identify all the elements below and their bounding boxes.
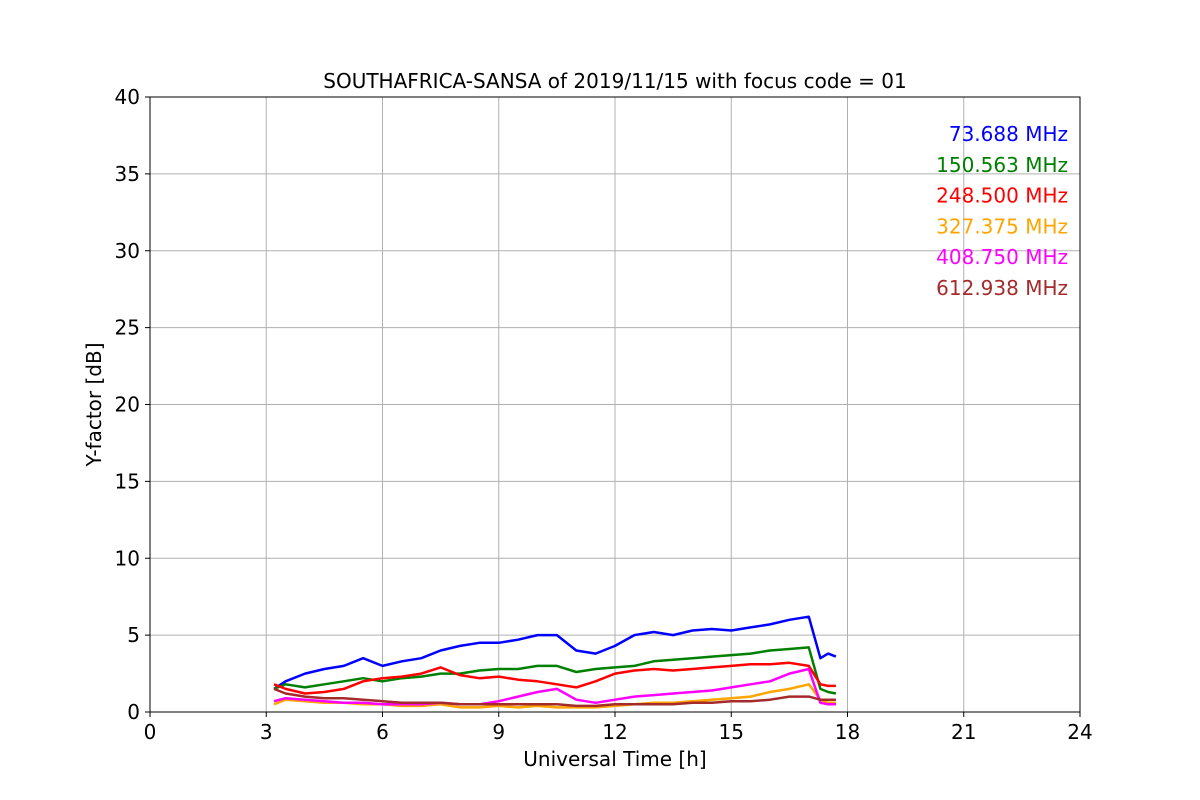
x-tick-label: 0 <box>144 720 157 744</box>
legend-entry: 327.375 MHz <box>936 214 1068 238</box>
x-axis-label: Universal Time [h] <box>523 747 706 771</box>
series-line-2 <box>273 661 836 695</box>
y-axis-label: Y-factor [dB] <box>82 342 106 467</box>
series-line-1 <box>273 646 837 695</box>
y-tick-label: 40 <box>115 85 140 109</box>
series-line-0 <box>273 615 837 690</box>
y-tick-label: 5 <box>127 623 140 647</box>
x-tick-label: 9 <box>492 720 505 744</box>
x-tick-label: 12 <box>602 720 627 744</box>
y-tick-label: 25 <box>115 316 140 340</box>
legend: 73.688 MHz 150.563 MHz 248.500 MHz 327.375 … <box>936 122 1068 300</box>
y-tick-label: 10 <box>115 546 140 570</box>
chart-title: SOUTHAFRICA-SANSA of 2019/11/15 with foc… <box>323 69 907 93</box>
x-tick-label: 15 <box>719 720 744 744</box>
y-tick-label: 15 <box>115 469 140 493</box>
legend-entry: 150.563 MHz <box>936 153 1068 177</box>
series-line-4 <box>273 667 836 706</box>
y-tick-label: 35 <box>115 162 140 186</box>
series-layer <box>273 615 837 709</box>
y-ticks: 0 5 10 15 20 25 30 35 40 <box>115 85 150 724</box>
x-tick-label: 6 <box>376 720 389 744</box>
series-line-5 <box>273 687 836 708</box>
x-ticks: 0 3 6 9 12 15 18 21 24 <box>144 712 1093 744</box>
legend-entry: 408.750 MHz <box>936 245 1068 269</box>
legend-entry: 612.938 MHz <box>936 276 1068 300</box>
y-tick-label: 20 <box>115 393 140 417</box>
y-tick-label: 30 <box>115 239 140 263</box>
legend-entry: 248.500 MHz <box>936 184 1068 208</box>
x-tick-label: 18 <box>835 720 860 744</box>
x-tick-label: 24 <box>1067 720 1092 744</box>
x-tick-label: 21 <box>951 720 976 744</box>
legend-entry: 73.688 MHz <box>949 122 1068 146</box>
x-tick-label: 3 <box>260 720 273 744</box>
y-tick-label: 0 <box>127 700 140 724</box>
